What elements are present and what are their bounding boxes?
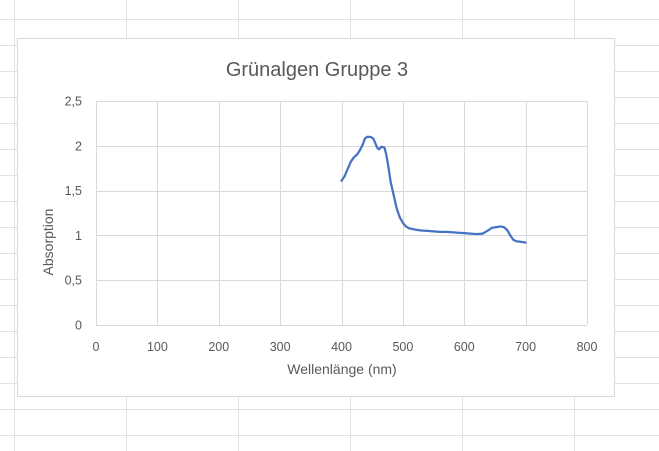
- y-tick-label: 0: [75, 319, 82, 333]
- plot-gridlines: [96, 101, 588, 326]
- y-axis-title: Absorption: [40, 209, 56, 276]
- series-layer: [340, 135, 527, 244]
- x-tick-label: 700: [515, 340, 536, 354]
- chart-title: Grünalgen Gruppe 3: [226, 59, 408, 81]
- x-tick-label: 200: [208, 340, 229, 354]
- y-tick-label: 0,5: [65, 274, 82, 288]
- x-tick-label: 300: [270, 340, 291, 354]
- line-chart: Grünalgen Gruppe 3 0 0,5 1 1,5 2 2,5 0 100 200 3…: [40, 59, 598, 377]
- x-tick-label: 0: [93, 340, 100, 354]
- series-line: [340, 135, 527, 244]
- x-tick-label: 400: [331, 340, 352, 354]
- y-tick-label: 1: [75, 229, 82, 243]
- x-tick-label: 600: [454, 340, 475, 354]
- y-tick-label: 2: [75, 139, 82, 153]
- x-tick-labels: 0 100 200 300 400 500 600 700 800: [93, 340, 598, 354]
- x-tick-label: 100: [147, 340, 168, 354]
- x-tick-label: 500: [392, 340, 413, 354]
- x-tick-label: 800: [577, 340, 598, 354]
- chart-area[interactable]: Grünalgen Gruppe 3 0 0,5 1 1,5 2 2,5 0 100 200 3…: [17, 38, 615, 397]
- y-tick-label: 2,5: [65, 95, 82, 109]
- x-axis-title: Wellenlänge (nm): [287, 361, 396, 377]
- y-tick-labels: 0 0,5 1 1,5 2 2,5: [65, 95, 82, 333]
- y-tick-label: 1,5: [65, 184, 82, 198]
